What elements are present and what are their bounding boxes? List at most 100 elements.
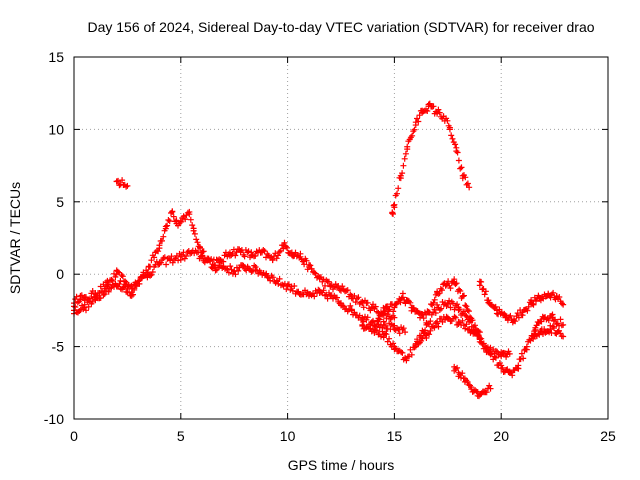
- data-point: [273, 278, 280, 285]
- x-tick-label: 0: [70, 428, 78, 444]
- data-point: [374, 317, 381, 324]
- series-markers: [71, 208, 397, 323]
- data-point: [305, 292, 312, 299]
- series-markers: [113, 177, 130, 190]
- series-main-band-upper: [71, 208, 398, 323]
- data-point: [382, 304, 389, 311]
- x-tick-label: 20: [493, 428, 509, 444]
- data-point: [162, 223, 169, 230]
- data-point: [348, 307, 355, 314]
- data-point: [359, 300, 366, 307]
- data-point: [468, 384, 475, 391]
- grid-lines: [74, 57, 608, 419]
- data-point: [545, 291, 552, 298]
- data-point: [466, 184, 473, 191]
- series-right-lower: [515, 311, 567, 372]
- data-point: [316, 290, 323, 297]
- data-point: [288, 249, 295, 256]
- data-point: [412, 122, 419, 129]
- data-point: [113, 271, 120, 278]
- series-main-band-lower: [71, 247, 409, 337]
- data-point: [173, 220, 180, 227]
- data-point: [297, 253, 304, 260]
- y-tick-label: 10: [48, 121, 64, 137]
- data-point: [391, 343, 398, 350]
- data-point: [547, 326, 554, 333]
- data-point: [258, 249, 265, 256]
- data-point: [391, 314, 398, 321]
- data-point: [188, 249, 195, 256]
- data-point: [199, 253, 206, 260]
- data-point: [327, 292, 334, 299]
- data-point: [434, 290, 441, 297]
- data-point: [237, 248, 244, 255]
- series-dip-segment: [451, 363, 494, 400]
- data-point: [451, 363, 458, 370]
- y-tick-label: -10: [44, 411, 64, 427]
- data-point: [389, 210, 396, 217]
- data-point: [177, 219, 184, 226]
- data-point: [444, 314, 451, 321]
- y-tick-label: 15: [48, 49, 64, 65]
- data-point: [455, 369, 462, 376]
- data-point: [530, 333, 537, 340]
- data-point: [92, 290, 99, 297]
- data-point: [220, 263, 227, 270]
- data-point: [380, 332, 387, 339]
- data-point: [487, 385, 494, 392]
- data-point: [434, 304, 441, 311]
- data-point: [241, 263, 248, 270]
- x-tick-label: 10: [280, 428, 296, 444]
- data-point: [476, 329, 483, 336]
- data-point: [327, 282, 334, 289]
- data-point: [92, 297, 99, 304]
- data-point: [397, 172, 404, 179]
- data-point: [442, 282, 449, 289]
- data-point: [532, 324, 539, 331]
- data-point: [515, 362, 522, 369]
- data-point: [408, 304, 415, 311]
- data-point: [316, 275, 323, 282]
- data-point: [498, 349, 505, 356]
- data-point: [284, 282, 291, 289]
- data-point: [459, 292, 466, 299]
- data-point: [412, 340, 419, 347]
- data-point: [269, 256, 276, 263]
- chart-title: Day 156 of 2024, Sidereal Day-to-day VTE…: [87, 19, 594, 35]
- y-tick-label: -5: [52, 339, 65, 355]
- series-markers: [515, 311, 565, 372]
- data-point: [348, 292, 355, 299]
- data-point: [481, 388, 488, 395]
- data-point: [338, 300, 344, 307]
- data-point: [425, 103, 432, 110]
- data-point: [459, 172, 466, 179]
- data-point: [540, 314, 547, 321]
- data-point: [419, 107, 426, 114]
- data-point: [506, 369, 513, 376]
- data-point: [370, 304, 377, 311]
- y-tick-label: 0: [56, 266, 64, 282]
- series-markers: [71, 247, 407, 337]
- data-point: [549, 314, 556, 321]
- data-point: [444, 300, 451, 307]
- data-point: [252, 266, 259, 273]
- data-point: [466, 326, 473, 333]
- data-point: [167, 256, 174, 263]
- x-tick-label: 15: [387, 428, 403, 444]
- data-point: [506, 350, 513, 357]
- data-point: [186, 208, 193, 215]
- data-point: [370, 326, 377, 333]
- data-point: [226, 249, 233, 256]
- series-right-upper: [476, 278, 567, 326]
- axis-ticks: 0 5 10 15 20 25 -10 -5 0 5 10 15: [44, 49, 616, 444]
- data-point: [305, 263, 312, 270]
- data-series: [71, 100, 567, 400]
- data-point: [156, 242, 163, 249]
- series-late-lower: [359, 297, 522, 379]
- x-tick-label: 25: [600, 428, 616, 444]
- y-tick-label: 5: [56, 194, 64, 210]
- data-point: [511, 316, 518, 323]
- data-point: [124, 182, 131, 189]
- plot-frame: [73, 56, 609, 420]
